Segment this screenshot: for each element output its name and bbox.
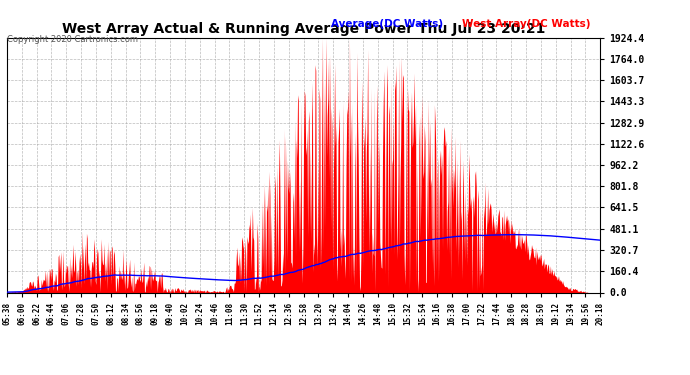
Text: West Array(DC Watts): West Array(DC Watts) <box>462 20 591 29</box>
Text: Average(DC Watts): Average(DC Watts) <box>331 20 443 29</box>
Title: West Array Actual & Running Average Power Thu Jul 23 20:21: West Array Actual & Running Average Powe… <box>62 22 545 36</box>
Text: Copyright 2020 Cartronics.com: Copyright 2020 Cartronics.com <box>7 35 138 44</box>
